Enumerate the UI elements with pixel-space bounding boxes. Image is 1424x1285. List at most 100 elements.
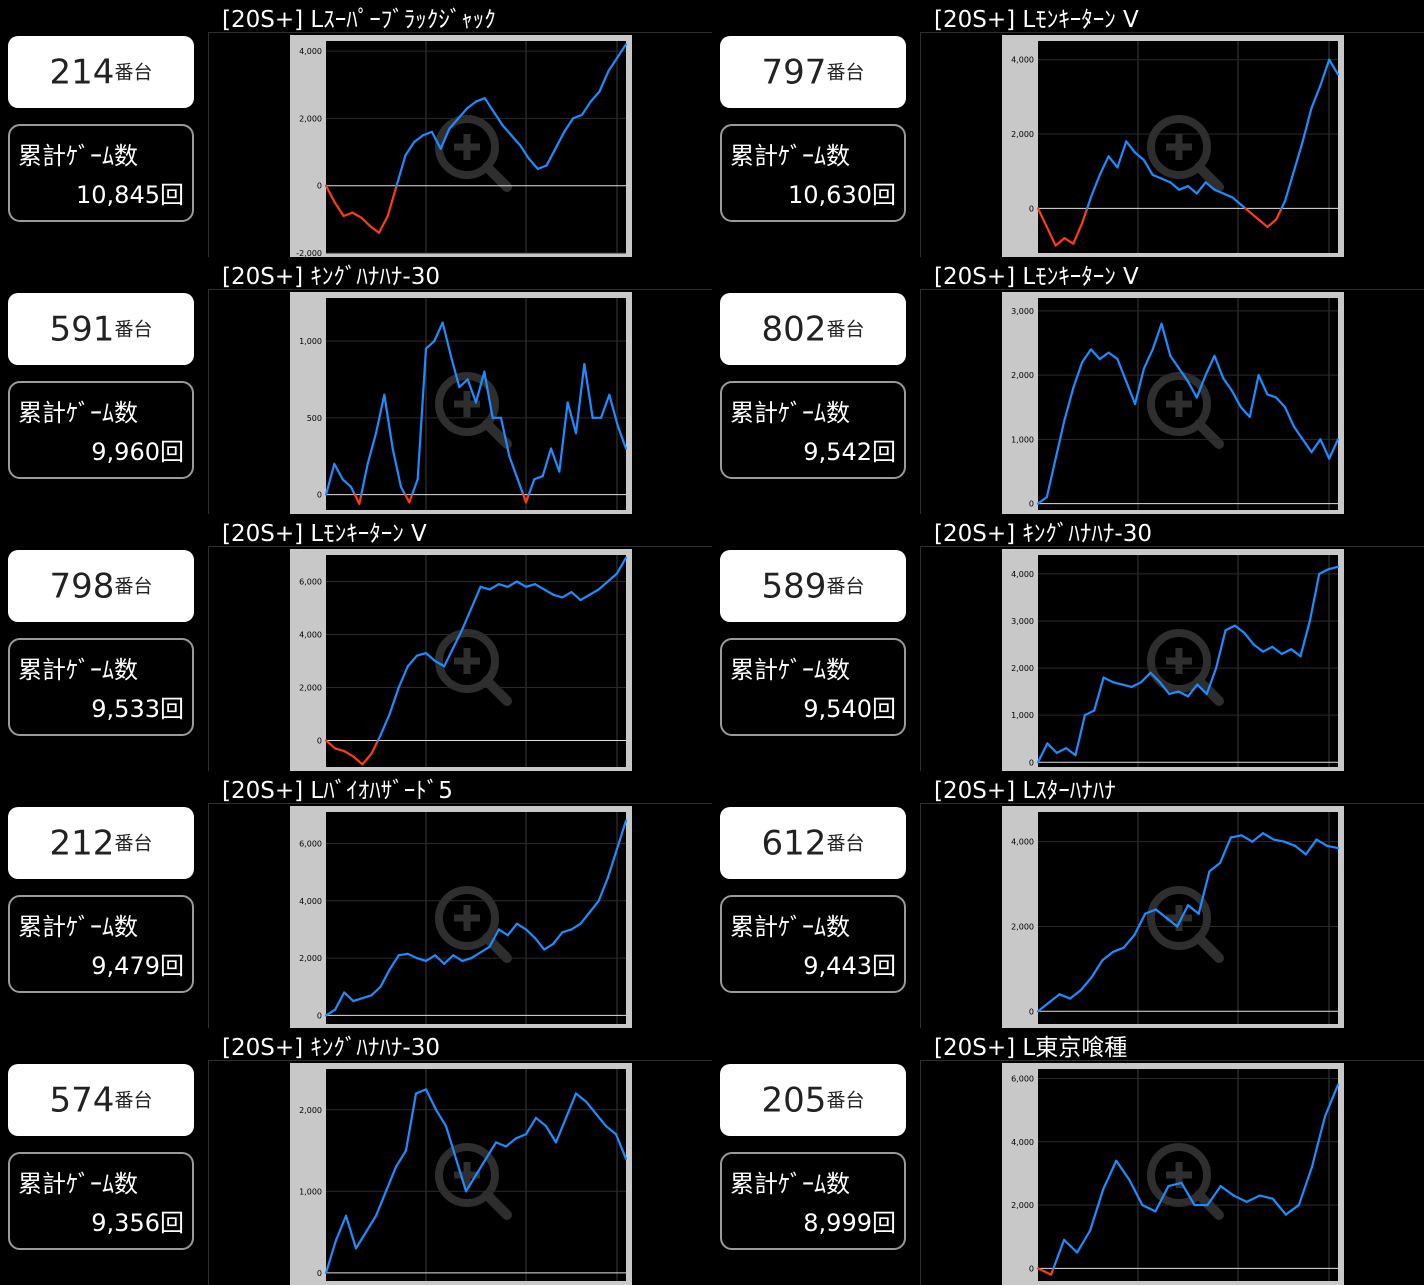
data-segment [506, 580, 519, 588]
machine-entry[interactable]: [20S+] Lｽﾀｰﾊﾅﾊﾅ 612番台 累計ｹﾞｰﾑ数 9,443回 4,000 2,… [712, 771, 1424, 1028]
slump-chart[interactable]: 1,000 500 0 [290, 292, 632, 514]
data-segment [1304, 838, 1318, 856]
data-segment [386, 184, 398, 218]
total-games-label: 累計ｹﾞｰﾑ数 [730, 656, 850, 684]
data-segment [343, 991, 355, 1003]
data-segment [1169, 354, 1181, 370]
data-segment [1318, 568, 1330, 575]
slump-chart[interactable]: 2,000 1,000 0 [290, 1063, 632, 1285]
data-segment [1280, 648, 1293, 656]
machine-number-badge[interactable]: 589番台 [720, 550, 906, 622]
slump-chart[interactable]: 3,000 2,000 1,000 0 [1002, 292, 1344, 514]
machine-entry[interactable]: [20S+] L東京喰種 205番台 累計ｹﾞｰﾑ数 8,999回 6,000 4,000… [712, 1028, 1424, 1285]
column-divider [208, 546, 209, 771]
machine-number: 574 [49, 1080, 115, 1121]
machine-entry[interactable]: [20S+] ｷﾝｸﾞﾊﾅﾊﾅ-30 574番台 累計ｹﾞｰﾑ数 9,356回 2,00… [0, 1028, 712, 1285]
data-segment [1319, 58, 1331, 87]
slump-chart[interactable]: 6,000 4,000 2,000 0 [1002, 1063, 1344, 1285]
total-games-label: 累計ｹﾞｰﾑ数 [18, 399, 138, 427]
machine-entry[interactable]: [20S+] Lﾓﾝｷｰﾀｰﾝ V 797番台 累計ｹﾞｰﾑ数 10,630回 4,00… [712, 0, 1424, 257]
data-segment [470, 585, 482, 610]
slump-chart[interactable]: 6,000 4,000 2,000 0 [290, 806, 632, 1028]
data-segment [452, 954, 464, 963]
machine-number-badge[interactable]: 802番台 [720, 293, 906, 365]
data-segment [1036, 1001, 1050, 1013]
data-segment [404, 140, 416, 157]
machine-number-badge[interactable]: 212番台 [8, 807, 194, 879]
data-segment [524, 928, 537, 940]
data-segment [1213, 354, 1225, 380]
y-tick-label: 0 [1029, 204, 1034, 213]
machine-entry[interactable]: [20S+] ｷﾝｸﾞﾊﾅﾊﾅ-30 589番台 累計ｹﾞｰﾑ数 9,540回 4,00… [712, 514, 1424, 771]
data-segment [1248, 373, 1260, 418]
title-underline [920, 32, 1424, 33]
machine-entry[interactable]: [20S+] Lﾓﾝｷｰﾀｰﾝ V 798番台 累計ｹﾞｰﾑ数 9,533回 6,000… [0, 514, 712, 771]
data-segment [1310, 1115, 1327, 1169]
data-segment [524, 493, 530, 504]
slump-chart[interactable]: 4,000 3,000 2,000 1,000 0 [1002, 549, 1344, 771]
data-segment [1036, 742, 1049, 764]
machine-number-badge[interactable]: 591番台 [8, 293, 194, 365]
machine-number-badge[interactable]: 205番台 [720, 1064, 906, 1136]
y-tick-label: 2,000 [299, 1106, 322, 1115]
machine-suffix: 番台 [826, 832, 865, 855]
slump-chart[interactable]: 4,000 2,000 0 [1002, 35, 1344, 257]
data-segment [1178, 367, 1190, 383]
machine-number-badge[interactable]: 574番台 [8, 1064, 194, 1136]
machine-number-badge[interactable]: 612番台 [720, 807, 906, 879]
machine-title: [20S+] Lﾓﾝｷｰﾀｰﾝ V [934, 7, 1139, 33]
data-segment [1232, 1194, 1248, 1203]
y-tick-label: 0 [317, 491, 322, 500]
data-segment [466, 100, 478, 110]
data-segment [616, 43, 628, 59]
slump-chart[interactable]: 4,000 2,000 0 -2,000 [290, 35, 632, 257]
data-segment [1272, 838, 1286, 843]
data-segment [1292, 140, 1304, 173]
machine-number-badge[interactable]: 214番台 [8, 36, 194, 108]
data-segment [479, 585, 491, 591]
data-segment [1290, 648, 1302, 658]
data-segment [1062, 1238, 1079, 1254]
data-segment [504, 1137, 518, 1148]
data-segment [1266, 393, 1278, 399]
machine-entry[interactable]: [20S+] ｷﾝｸﾞﾊﾅﾊﾅ-30 591番台 累計ｹﾞｰﾑ数 9,960回 1,00… [0, 257, 712, 514]
column-divider [208, 32, 209, 257]
total-games-label: 累計ｹﾞｰﾑ数 [730, 142, 850, 170]
machine-entry[interactable]: [20S+] Lﾓﾝｷｰﾀｰﾝ V 802番台 累計ｹﾞｰﾑ数 9,542回 3,000… [712, 257, 1424, 514]
data-segment [1222, 192, 1234, 199]
machine-number: 797 [761, 52, 827, 93]
data-segment [1081, 207, 1089, 225]
zoom-watermark-handle [482, 162, 512, 192]
data-segment [566, 401, 578, 435]
machine-title: [20S+] Lﾊﾞｲｵﾊｻﾞｰﾄﾞ5 [222, 778, 453, 804]
y-tick-label: 2,000 [1011, 130, 1034, 139]
data-segment [1319, 438, 1331, 460]
y-tick-label: 4,000 [1011, 56, 1034, 65]
total-games-value: 9,533回 [91, 695, 184, 723]
data-segment [1310, 84, 1322, 110]
slump-chart[interactable]: 6,000 4,000 2,000 0 [290, 549, 632, 771]
data-segment [499, 416, 511, 458]
slump-chart[interactable]: 4,000 2,000 0 [1002, 806, 1344, 1028]
data-segment [583, 362, 594, 419]
total-games-box: 累計ｹﾞｰﾑ数 9,960回 [8, 381, 194, 479]
data-segment [574, 362, 586, 435]
title-underline [208, 546, 712, 547]
y-tick-label: 4,000 [299, 47, 322, 56]
data-segment [614, 1133, 628, 1160]
machine-entry[interactable]: [20S+] Lｽｰﾊﾟｰﾌﾞﾗｯｸｼﾞｬｯｸ 214番台 累計ｹﾞｰﾑ数 10,84… [0, 0, 712, 257]
slump-chart-svg: 4,000 2,000 0 -2,000 [296, 41, 628, 257]
data-segment [574, 1092, 588, 1103]
machine-entry[interactable]: [20S+] Lﾊﾞｲｵﾊｻﾞｰﾄﾞ5 212番台 累計ｹﾞｰﾑ数 9,479回 6,0… [0, 771, 712, 1028]
y-tick-label: 0 [317, 1011, 322, 1020]
y-tick-label: 4,000 [1011, 1138, 1034, 1147]
machine-number-badge[interactable]: 798番台 [8, 550, 194, 622]
data-segment [1102, 1159, 1118, 1191]
machine-number-badge[interactable]: 797番台 [720, 36, 906, 108]
data-segment [1196, 683, 1208, 696]
data-segment [561, 590, 573, 599]
data-segment [1251, 832, 1265, 843]
slump-chart-svg: 6,000 4,000 2,000 0 [299, 812, 628, 1024]
data-segment [1292, 425, 1304, 441]
y-tick-label: 2,000 [1011, 664, 1034, 673]
